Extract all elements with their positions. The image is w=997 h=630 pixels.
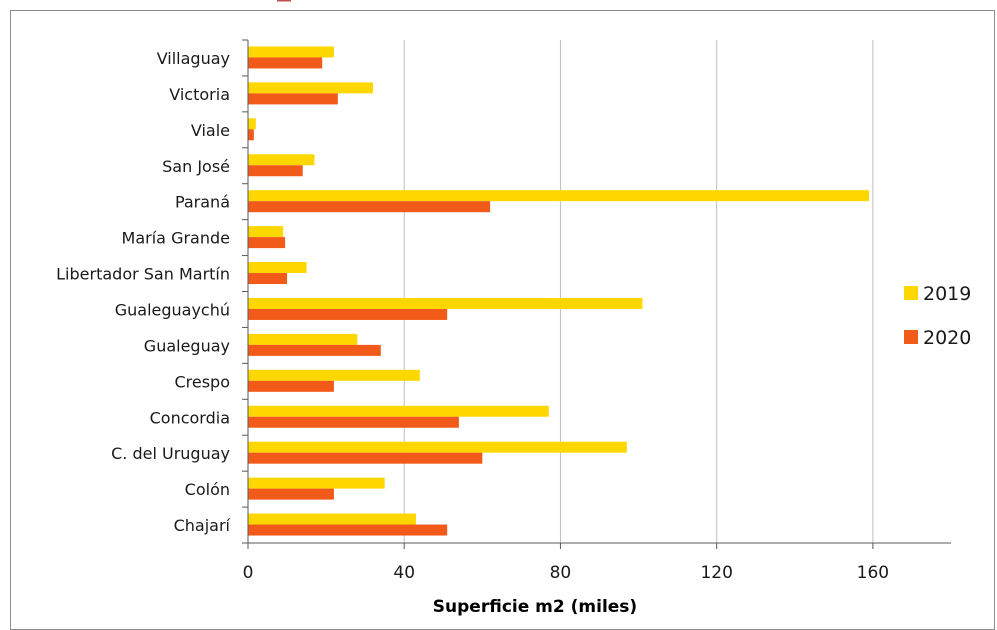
bar-2019-12 <box>248 477 385 489</box>
category-label-6: Libertador San Martín <box>56 265 230 284</box>
bar-2020-0 <box>248 57 323 69</box>
partial-title-fragment <box>277 0 291 2</box>
axes <box>242 39 951 549</box>
bar-2020-4 <box>248 201 491 213</box>
legend-swatch-2020 <box>904 330 918 344</box>
category-label-4: Paraná <box>175 193 230 212</box>
legend: 2019 2020 <box>904 283 971 349</box>
category-label-8: Gualeguay <box>144 336 230 355</box>
bar-2020-5 <box>248 237 286 249</box>
tick-labels: 0 40 80 120 160 <box>243 563 890 583</box>
bar-2019-3 <box>248 154 315 166</box>
bar-2019-8 <box>248 333 358 345</box>
bar-2020-1 <box>248 93 338 105</box>
legend-label-2019: 2019 <box>923 283 971 305</box>
category-label-5: María Grande <box>122 229 230 248</box>
category-label-1: Victoria <box>169 85 230 104</box>
bar-2020-3 <box>248 165 303 177</box>
category-label-3: San José <box>162 157 230 176</box>
gridlines <box>403 40 874 543</box>
bar-2019-11 <box>248 441 627 453</box>
bar-2019-4 <box>248 190 869 202</box>
x-axis-label: Superficie m2 (miles) <box>433 597 637 617</box>
category-labels: Villaguay Victoria Viale San José Paraná Marí… <box>56 49 230 535</box>
tick-label-40: 40 <box>393 563 415 583</box>
bar-2019-0 <box>248 46 334 58</box>
bar-2019-13 <box>248 513 416 525</box>
bar-2019-2 <box>248 118 256 130</box>
legend-label-2020: 2020 <box>923 327 971 349</box>
bar-2020-11 <box>248 452 483 464</box>
bar-2019-5 <box>248 226 284 238</box>
tick-label-120: 120 <box>700 563 732 583</box>
bar-2019-9 <box>248 369 420 381</box>
bar-2020-8 <box>248 344 381 356</box>
bar-2020-9 <box>248 380 334 392</box>
bar-2020-13 <box>248 524 448 536</box>
category-label-7: Gualeguaychú <box>115 300 230 319</box>
category-label-0: Villaguay <box>157 49 230 68</box>
bar-2020-6 <box>248 273 288 285</box>
bar-2020-7 <box>248 308 448 320</box>
tick-label-160: 160 <box>857 563 889 583</box>
category-label-12: Colón <box>185 480 230 499</box>
category-label-11: C. del Uruguay <box>111 444 230 463</box>
category-label-9: Crespo <box>174 372 230 391</box>
chart-frame <box>10 10 995 630</box>
bar-2019-10 <box>248 405 549 417</box>
tick-label-80: 80 <box>550 563 572 583</box>
bar-2019-1 <box>248 82 373 94</box>
category-label-2: Viale <box>191 121 230 140</box>
bar-2020-12 <box>248 488 334 500</box>
bar-2020-10 <box>248 416 459 428</box>
category-label-13: Chajarí <box>174 516 231 535</box>
category-label-10: Concordia <box>150 408 230 427</box>
bar-2019-7 <box>248 297 643 309</box>
bars <box>248 46 869 536</box>
legend-swatch-2019 <box>904 286 918 300</box>
bar-2020-2 <box>248 129 254 141</box>
tick-label-0: 0 <box>243 563 254 583</box>
bar-2019-6 <box>248 262 307 274</box>
